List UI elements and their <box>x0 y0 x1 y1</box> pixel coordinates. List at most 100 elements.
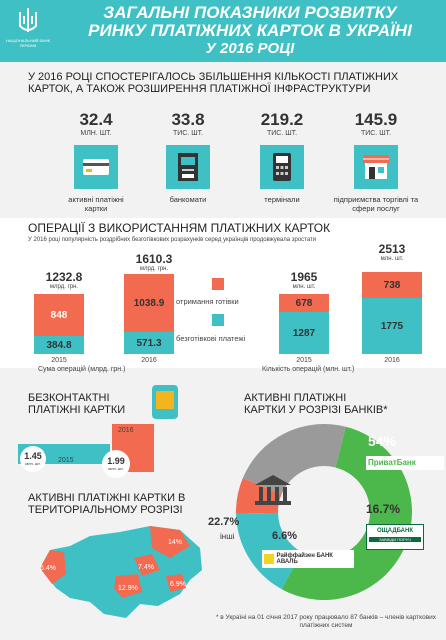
raif-percent: 6.6% <box>272 530 298 542</box>
other-label: інші <box>220 532 235 541</box>
sum-caption: Сума операцій (млрд. грн.) <box>38 366 126 373</box>
logo-text: НАЦІОНАЛЬНИЙ БАНК УКРАЇНИ <box>6 38 50 48</box>
footnote: * в Україні на 01 січня 2017 року працюв… <box>215 614 437 629</box>
bar-cashless-value: 1287 <box>292 327 316 339</box>
bar-cash-value: 678 <box>295 297 313 309</box>
region-label: 7.4% <box>138 564 154 571</box>
count-2015-cash: 678 <box>279 294 329 312</box>
stat-unit: МЛН. ШТ. <box>80 130 112 137</box>
bar-unit: млрд. грн. <box>49 284 79 290</box>
bar-cashless-value: 571.3 <box>136 337 162 349</box>
count-caption: Кількість операцій (млн. шт.) <box>262 366 355 373</box>
bar-total: 1965 <box>290 270 318 284</box>
other-percent: 22.7% <box>208 516 240 528</box>
stat-label: банкомати <box>169 195 207 204</box>
contactless-year-2016: 2016 <box>118 427 134 434</box>
region-label: 12.9% <box>118 585 138 592</box>
bar-cash-value: 848 <box>50 309 68 321</box>
operations-subtitle: У 2016 році популярність роздрібних безг… <box>28 237 317 243</box>
value-text: 1.99 <box>107 456 125 466</box>
stat-value: 219.2 <box>260 110 304 129</box>
legend-cash-label: отримання готівки <box>176 297 239 306</box>
sum-2016-cash: 1038.9 <box>124 274 174 332</box>
contactless-title: Безконтактні платіжні картки <box>28 392 125 416</box>
oschad-logo-text: ОЩАДБАНК <box>376 528 414 534</box>
value-text: 1.45 <box>24 451 42 461</box>
stat-shops: 145.9 ТИС. ШТ. підприємства торгівлі та … <box>326 110 426 213</box>
header-band <box>0 0 446 62</box>
title-line-2: ринку платіжних карток в Україні <box>88 21 412 40</box>
map-region-1 <box>150 526 190 558</box>
stat-label: термінали <box>264 195 300 204</box>
privat-percent: 54% <box>368 433 397 449</box>
bar-cashless-value: 384.8 <box>46 339 72 351</box>
trident-icon <box>19 8 37 32</box>
region-label: 6.4% <box>40 565 56 572</box>
region-label: 6.9% <box>170 581 186 588</box>
value-unit: млн. шт. <box>25 461 41 466</box>
regions-title-line2: територіальному розрізі <box>28 504 183 516</box>
regions-title-line1: Активні платіжні картки в <box>28 492 186 504</box>
stat-value: 33.8 <box>171 110 205 129</box>
oschad-percent: 16.7% <box>366 502 401 516</box>
contactless-phone-icon <box>152 385 178 419</box>
stat-unit: ТИС. ШТ. <box>360 130 392 137</box>
bar-year: 2015 <box>51 357 67 364</box>
stats-row: 32.4 МЛН. ШТ. активні платіжні картки 33… <box>56 110 426 220</box>
region-label: 14% <box>168 539 182 546</box>
count-bar-2015: 1965 млн. шт. <box>264 270 344 290</box>
stat-terminals: 219.2 ТИС. ШТ. термінали <box>242 110 322 204</box>
bar-year: 2016 <box>384 357 400 364</box>
count-2015-cashless: 1287 <box>279 312 329 354</box>
terminal-icon <box>260 145 304 189</box>
title-line-1: Загальні показники розвитку <box>103 3 397 22</box>
sum-bar-2015: 1232.8 млрд. грн. <box>24 270 104 290</box>
ukraine-map: 14% 6.4% 7.4% 12.9% 6.9% <box>40 526 202 618</box>
sum-2016-cashless: 571.3 <box>124 332 174 354</box>
bar-cash-value: 738 <box>383 279 401 291</box>
donut-segment-other <box>242 424 346 495</box>
contactless-title-line1: Безконтактні <box>28 392 110 404</box>
legend-cashless-label: безготівкові платежі <box>176 334 246 343</box>
map-region-4 <box>114 574 142 598</box>
oschad-logo: ОЩАДБАНК ЗАВЖДИ ПОРУЧ <box>366 524 424 550</box>
page-title: Загальні показники розвитку ринку платіж… <box>58 4 442 58</box>
stat-unit: ТИС. ШТ. <box>172 130 204 137</box>
raif-logo-mark <box>264 554 274 564</box>
stat-label: активні платіжні картки <box>68 195 124 213</box>
bar-year: 2015 <box>296 357 312 364</box>
map-region-2 <box>40 550 66 584</box>
sum-2015-cash: 848 <box>34 294 84 336</box>
stat-atm: 33.8 ТИС. ШТ. банкомати <box>148 110 228 204</box>
privat-logo: ПриватБанк <box>366 456 444 470</box>
oschad-logo-sub: ЗАВЖДИ ПОРУЧ <box>369 537 421 542</box>
contactless-value-2015: 1.45 млн. шт. <box>20 446 46 472</box>
stat-unit: ТИС. ШТ. <box>266 130 298 137</box>
banks-title: Активні платіжні картки у розрізі банків… <box>244 392 388 416</box>
map-region-3 <box>134 554 160 576</box>
intro-text: У 2016 році спостерігалось збільшення кі… <box>28 71 399 95</box>
map-region-5 <box>166 574 186 592</box>
bar-unit: млрд. грн. <box>139 266 169 272</box>
bar-cashless-value: 1775 <box>380 320 404 332</box>
donut-segment-privat <box>281 426 412 600</box>
title-line-3: у 2016 році <box>205 40 295 57</box>
sum-2015-cashless: 384.8 <box>34 336 84 354</box>
card-icon <box>74 145 118 189</box>
legend-cashless-icon <box>212 314 224 326</box>
stat-value: 32.4 <box>79 110 113 129</box>
regions-title: Активні платіжні картки в територіальном… <box>28 492 185 516</box>
stat-value: 145.9 <box>354 110 398 129</box>
legend-cash-icon <box>212 278 224 290</box>
bar-cash-value: 1038.9 <box>133 297 165 309</box>
bar-year: 2016 <box>141 357 157 364</box>
bar-unit: млн. шт. <box>380 256 404 262</box>
bar-total: 2513 <box>378 242 406 256</box>
stat-label: підприємства торгівлі та сфери послуг <box>333 195 419 213</box>
bar-total: 1610.3 <box>135 252 173 266</box>
count-2016-cash: 738 <box>362 272 422 298</box>
banks-donut <box>236 424 412 600</box>
contactless-title-line2: платіжні картки <box>28 404 126 416</box>
bar-unit: млн. шт. <box>292 284 316 290</box>
bank-building-icon <box>246 470 300 510</box>
